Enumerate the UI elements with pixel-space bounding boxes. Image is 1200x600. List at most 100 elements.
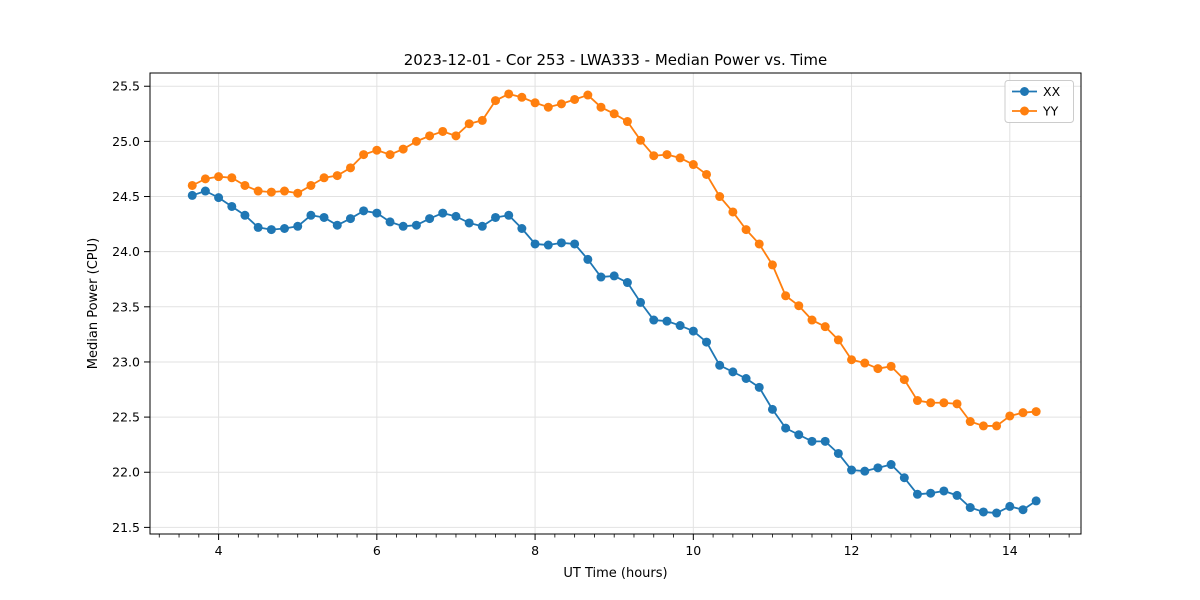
data-point (1031, 496, 1041, 506)
x-tick-label: 12 (844, 543, 860, 558)
data-point (886, 361, 896, 371)
x-tick-label: 14 (1002, 543, 1018, 558)
data-point (1005, 501, 1015, 511)
grid-lines (150, 73, 1081, 534)
data-point (649, 315, 659, 325)
data-point (187, 190, 197, 200)
data-point (807, 315, 817, 325)
data-point (609, 109, 619, 119)
legend-label: XX (1043, 84, 1061, 99)
data-point (1018, 408, 1028, 418)
data-point (451, 131, 461, 141)
data-point (702, 169, 712, 179)
data-point (794, 430, 804, 440)
y-tick-label: 24.0 (112, 244, 140, 259)
data-point (530, 239, 540, 249)
legend: XX YY (1004, 80, 1074, 123)
data-point (662, 316, 672, 326)
series-line-XX (191, 190, 1037, 514)
data-point (345, 214, 355, 224)
series-markers-YY (187, 89, 1041, 431)
data-point (319, 212, 329, 222)
data-point (899, 473, 909, 483)
data-point (636, 297, 646, 307)
data-point (411, 220, 421, 230)
data-point (636, 135, 646, 145)
data-point (965, 417, 975, 427)
legend-box (1004, 80, 1074, 123)
data-point (543, 102, 553, 112)
data-point (464, 218, 474, 228)
data-point (833, 448, 843, 458)
series-line-YY (191, 93, 1037, 427)
data-point (767, 404, 777, 414)
data-point (398, 221, 408, 231)
data-point (675, 321, 685, 331)
x-tick-label: 6 (373, 543, 381, 558)
data-point (332, 220, 342, 230)
data-point (622, 278, 632, 288)
data-point (411, 136, 421, 146)
y-tick-label: 21.5 (112, 520, 140, 535)
y-tick-label: 24.5 (112, 189, 140, 204)
data-point (504, 210, 514, 220)
data-point (345, 163, 355, 173)
data-point (675, 153, 685, 163)
chart-title: 2023-12-01 - Cor 253 - LWA333 - Median P… (404, 51, 828, 69)
data-point (715, 360, 725, 370)
data-point (517, 224, 527, 234)
data-point (530, 98, 540, 108)
x-tick-label: 4 (215, 543, 223, 558)
data-point (741, 225, 751, 235)
x-tick-label: 8 (531, 543, 539, 558)
y-tick-label: 22.5 (112, 410, 140, 425)
data-point (939, 486, 949, 496)
data-point (293, 188, 303, 198)
data-point (939, 398, 949, 408)
data-point (622, 117, 632, 127)
data-point (477, 221, 487, 231)
data-point (464, 119, 474, 129)
data-point (728, 367, 738, 377)
data-point (926, 398, 936, 408)
data-point (807, 436, 817, 446)
data-point (754, 239, 764, 249)
data-point (517, 92, 527, 102)
data-point (504, 89, 514, 99)
y-tick-label: 25.5 (112, 79, 140, 94)
data-point (741, 373, 751, 383)
data-point (754, 382, 764, 392)
data-point (306, 210, 316, 220)
data-point (781, 291, 791, 301)
data-point (688, 326, 698, 336)
data-point (227, 173, 237, 183)
data-point (912, 489, 922, 499)
data-point (451, 211, 461, 221)
data-point (965, 503, 975, 513)
y-tick-label: 25.0 (112, 134, 140, 149)
data-point (438, 208, 448, 218)
data-point (952, 490, 962, 500)
data-point (240, 180, 250, 190)
data-point (319, 173, 329, 183)
data-series (187, 89, 1041, 518)
x-tick-label: 10 (685, 543, 701, 558)
data-point (214, 172, 224, 182)
data-point (359, 206, 369, 216)
data-point (306, 180, 316, 190)
data-point (372, 145, 382, 155)
data-point (570, 239, 580, 249)
data-point (214, 193, 224, 203)
data-point (715, 192, 725, 202)
data-point (596, 272, 606, 282)
data-point (253, 186, 263, 196)
data-point (820, 322, 830, 332)
data-point (886, 460, 896, 470)
data-point (425, 214, 435, 224)
data-point (609, 271, 619, 281)
data-point (438, 126, 448, 136)
data-point (385, 217, 395, 227)
data-point (1018, 505, 1028, 515)
data-point (860, 466, 870, 476)
